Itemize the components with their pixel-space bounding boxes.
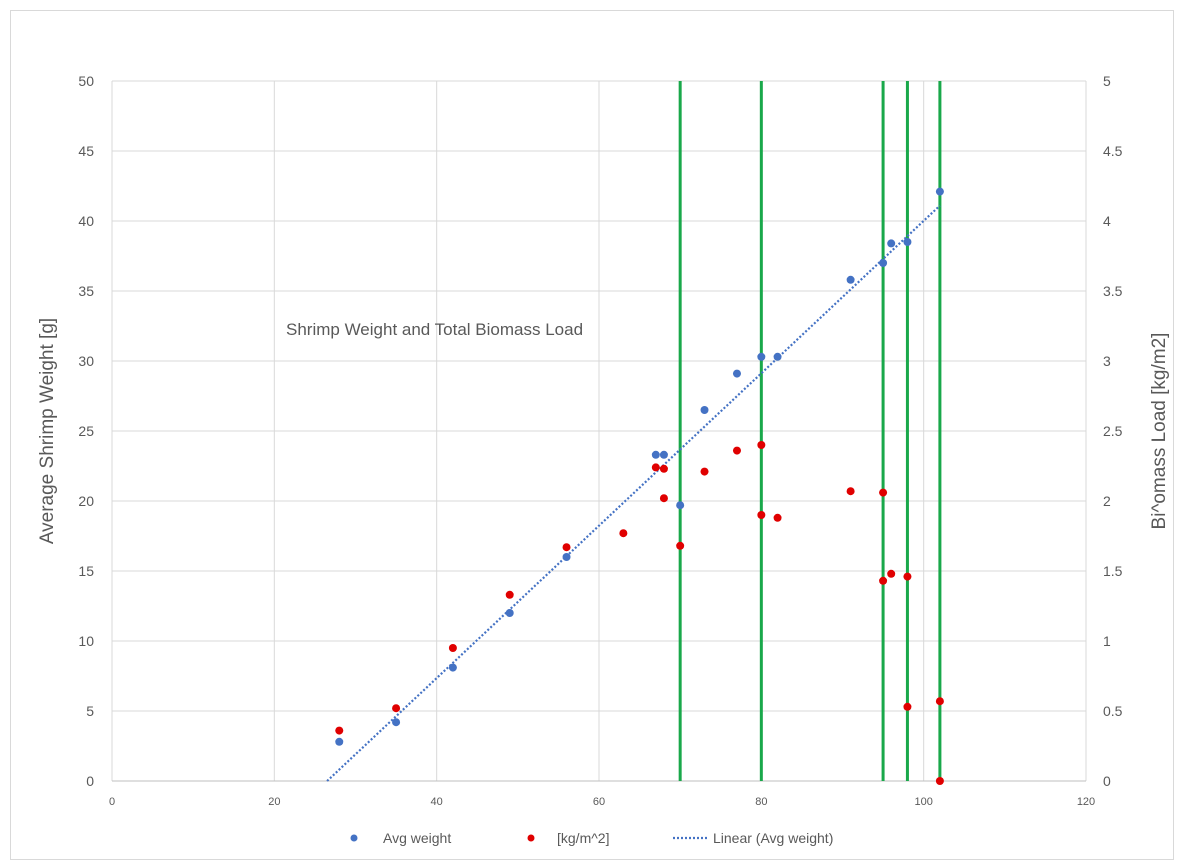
biomass-point [659,464,668,473]
biomass-point [505,590,514,599]
biomass-point [619,529,628,538]
biomass-point [335,726,344,735]
y-tick-label: 40 [78,213,94,229]
data-points [335,187,944,785]
y2-tick-label: 1 [1103,633,1111,649]
x-tick-label: 0 [109,796,115,808]
x-tick-label: 60 [593,796,605,808]
biomass-point [651,463,660,472]
y-tick-label: 0 [86,773,94,789]
y2-tick-label: 0.5 [1103,703,1123,719]
y2-tick-label: 4 [1103,213,1111,229]
x-tick-label: 100 [914,796,932,808]
y2-axis-title: Bi^omass Load [kg/m2] [1149,333,1170,530]
vertical-markers [678,81,942,781]
y2-tick-label: 4.5 [1103,143,1123,159]
y2-tick-label: 3.5 [1103,283,1123,299]
biomass-point [448,644,457,652]
avg-weight-point [879,259,888,267]
y-tick-label: 45 [78,143,94,159]
biomass-point [935,777,944,785]
y2-tick-label: 3 [1103,353,1111,369]
grid [111,80,1087,782]
legend-marker-avg-weight [350,834,358,842]
biomass-point [676,541,685,550]
x-tick-label: 80 [755,796,767,808]
legend-label-linear: Linear (Avg weight) [713,830,833,846]
biomass-point [392,704,401,713]
biomass-point [846,487,855,496]
avg-weight-point [676,501,685,510]
legend: Avg weight [kg/m^2] Linear (Avg weight) [350,830,833,846]
avg-weight-point [651,450,660,459]
biomass-point [903,702,912,711]
y-tick-label: 15 [78,563,94,579]
linear-trendline [326,204,941,782]
avg-weight-point [659,450,668,459]
x-tick-label: 20 [268,796,280,808]
x-tick-label: 40 [431,796,443,808]
biomass-point [659,494,668,503]
biomass-point [887,569,896,578]
avg-weight-point [846,275,855,284]
y2-tick-label: 1.5 [1103,563,1123,579]
biomass-point [903,572,912,581]
y-tick-label: 5 [86,703,94,719]
y2-tick-label: 0 [1103,773,1111,789]
avg-weight-point [392,718,401,727]
biomass-point [562,543,571,552]
y-tick-label: 35 [78,283,94,299]
trendline-layer [326,204,941,782]
y2-tick-label: 2.5 [1103,423,1123,439]
biomass-point [757,441,766,449]
y2-tick-label: 5 [1103,73,1111,89]
y2-tick-label: 2 [1103,493,1111,509]
y-axis-title: Average Shrimp Weight [g] [37,318,58,544]
tick-labels: 0510152025303540455000.511.522.533.544.5… [78,73,1122,808]
avg-weight-point [505,609,514,617]
biomass-point [879,576,888,585]
biomass-point [879,488,888,497]
avg-weight-point [773,352,782,361]
biomass-point [700,467,709,476]
y-tick-label: 10 [78,633,94,649]
avg-weight-point [757,352,766,361]
avg-weight-point [700,406,709,414]
legend-label-kg-m2: [kg/m^2] [557,830,609,846]
legend-label-avg-weight: Avg weight [383,830,451,846]
y-tick-label: 30 [78,353,94,369]
chart-annotation: Shrimp Weight and Total Biomass Load [286,320,583,339]
x-tick-label: 120 [1077,796,1095,808]
legend-marker-kg-m2 [527,834,535,842]
y-tick-label: 25 [78,423,94,439]
chart-frame [10,10,1174,860]
avg-weight-point [903,238,912,246]
avg-weight-point [335,737,344,746]
avg-weight-point [732,369,741,378]
avg-weight-point [887,239,896,248]
avg-weight-point [562,553,571,561]
biomass-point [773,513,782,522]
avg-weight-point [935,187,944,196]
avg-weight-point [448,663,457,672]
biomass-point [935,697,944,706]
y-tick-label: 50 [78,73,94,89]
biomass-point [757,511,766,519]
y-tick-label: 20 [78,493,94,509]
biomass-point [732,446,741,455]
